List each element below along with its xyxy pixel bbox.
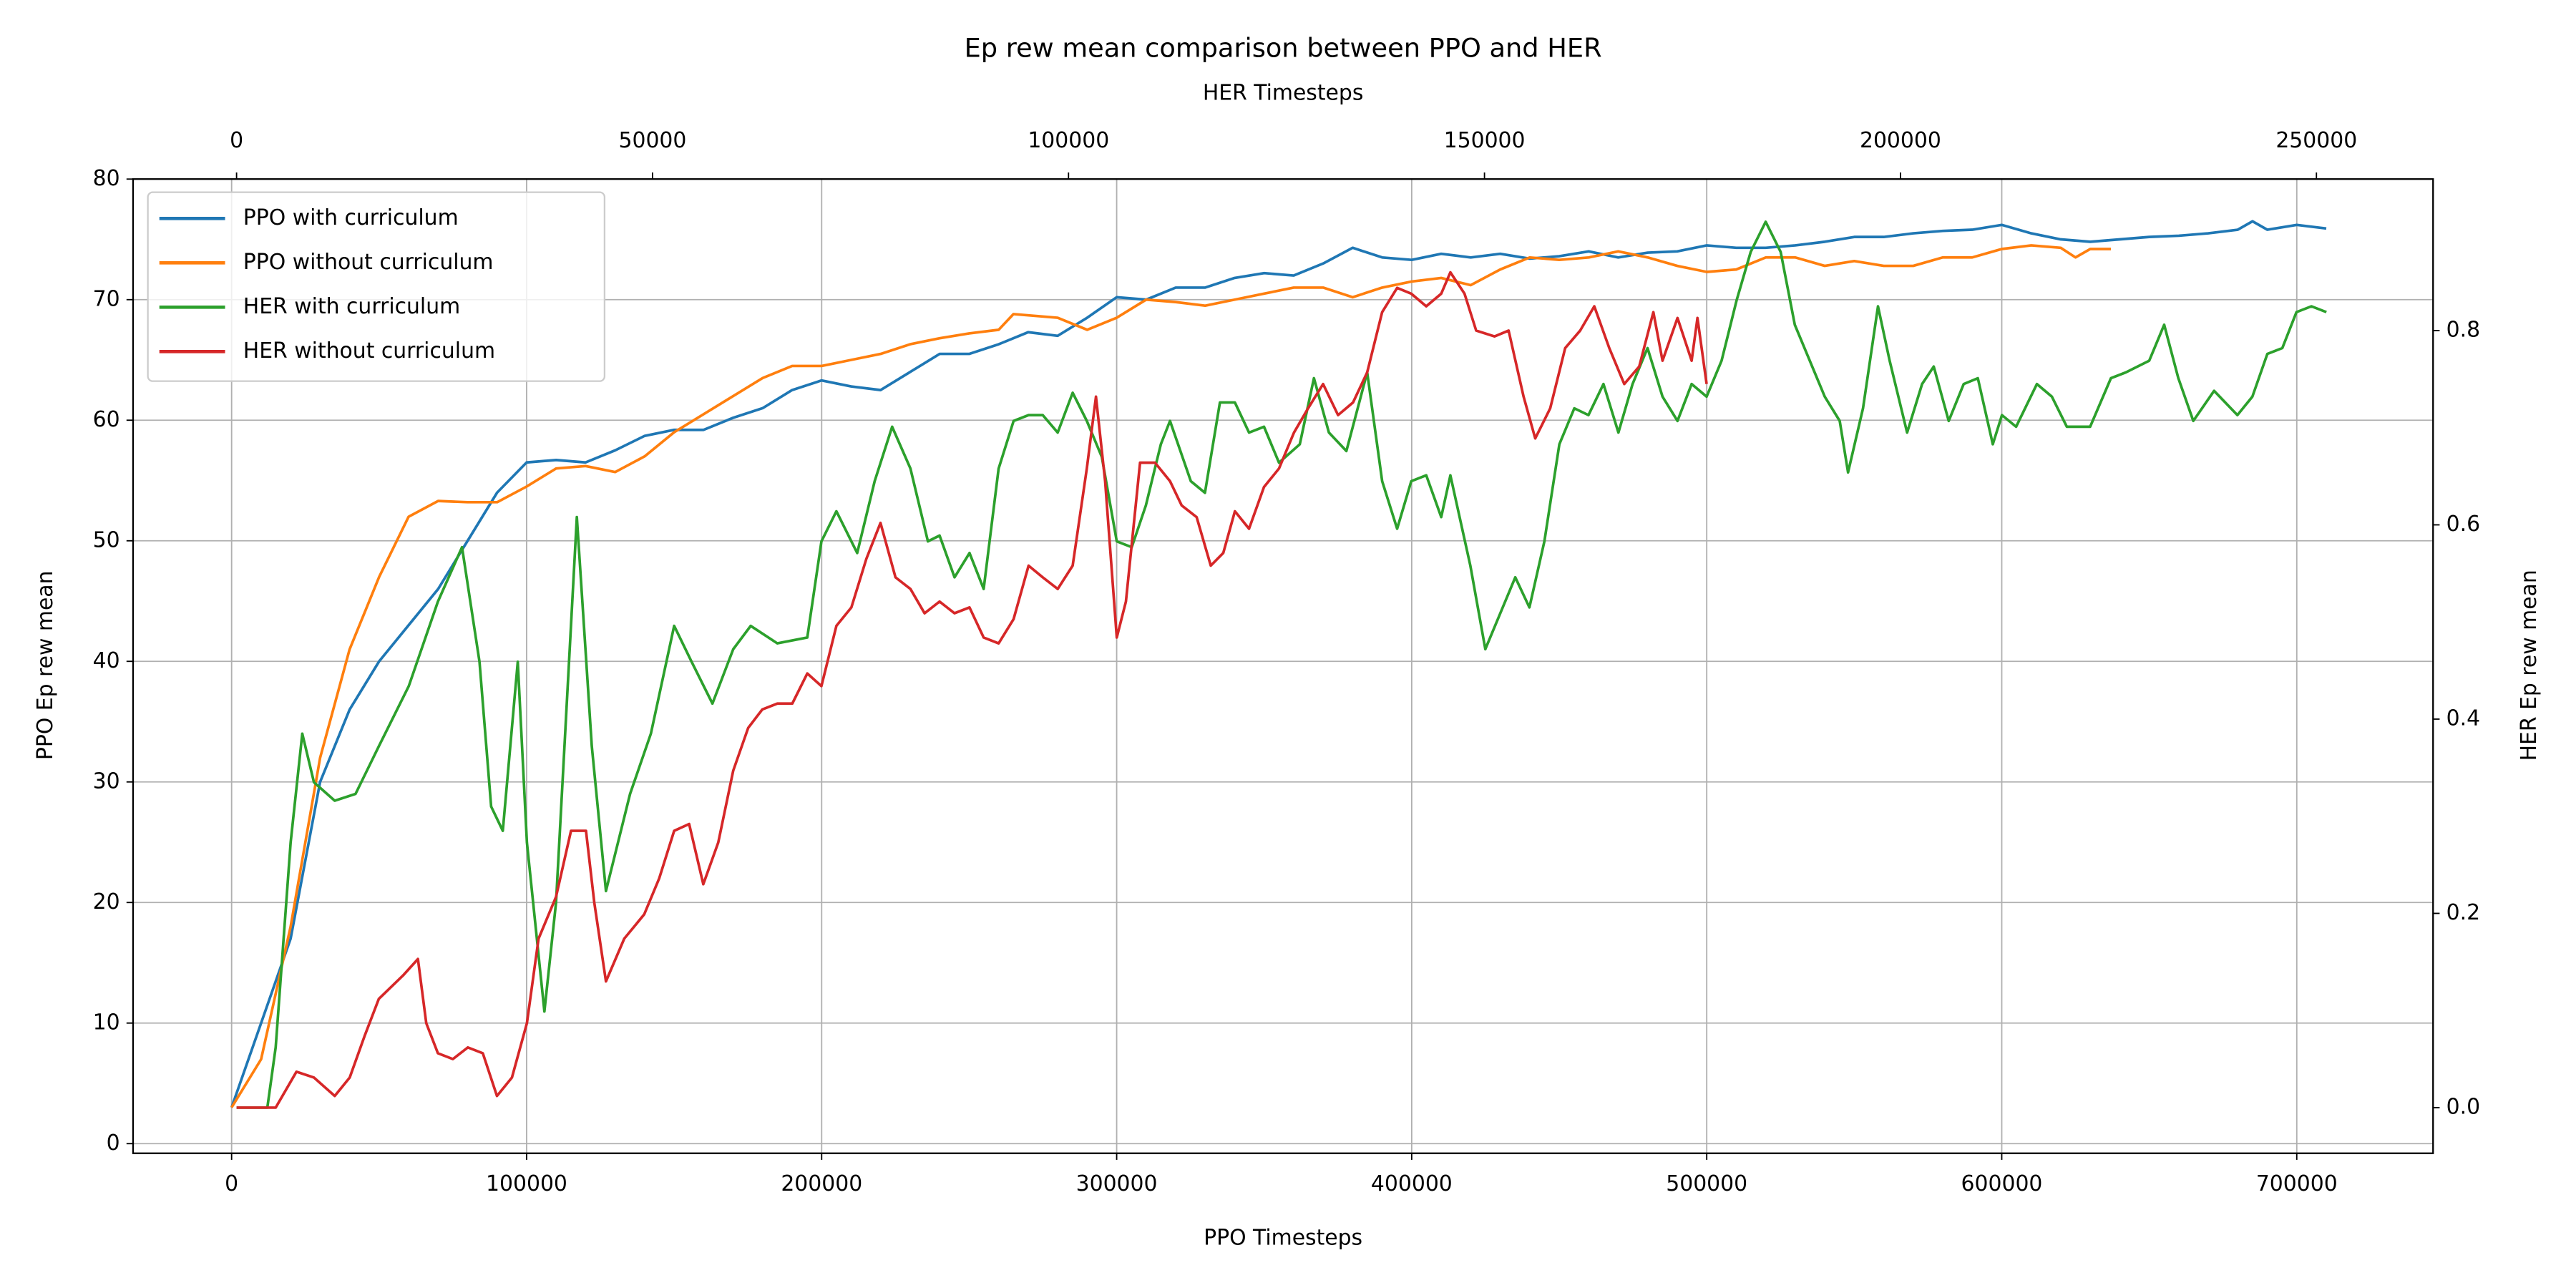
legend-label: PPO without curriculum <box>243 250 494 275</box>
x-tick-label: 300000 <box>1076 1171 1158 1196</box>
y-tick-label: 10 <box>93 1010 120 1035</box>
y2-axis-label: HER Ep rew mean <box>2517 570 2542 761</box>
x2-tick-label: 200000 <box>1860 128 1941 153</box>
x2-axis-label: HER Timesteps <box>1203 80 1364 105</box>
legend-label: HER with curriculum <box>243 294 460 319</box>
x-tick-label: 400000 <box>1371 1171 1453 1196</box>
y2-tick-label: 0.6 <box>2446 512 2480 537</box>
series-line <box>236 270 1708 1109</box>
x-tick-label: 600000 <box>1961 1171 2043 1196</box>
x-tick-label: 100000 <box>486 1171 567 1196</box>
x2-tick-label: 250000 <box>2275 128 2357 153</box>
y2-tick-label: 0.4 <box>2446 706 2480 731</box>
series-line <box>230 220 2327 1108</box>
x2-tick-label: 0 <box>230 128 243 153</box>
x2-tick-label: 100000 <box>1028 128 1109 153</box>
y-tick-label: 0 <box>107 1131 120 1156</box>
y2-tick-label: 0.8 <box>2446 318 2480 343</box>
y-axis-label: PPO Ep rew mean <box>33 571 58 761</box>
chart-title: Ep rew mean comparison between PPO and H… <box>965 32 1602 63</box>
plot-frame <box>132 178 2434 1154</box>
x2-tick-label: 50000 <box>618 128 686 153</box>
series-line <box>236 220 2327 1109</box>
series-line <box>230 244 2112 1108</box>
y-tick-label: 70 <box>93 286 120 311</box>
x-tick-label: 500000 <box>1666 1171 1747 1196</box>
y2-tick-label: 0.2 <box>2446 900 2480 925</box>
x2-tick-label: 150000 <box>1444 128 1526 153</box>
x-tick-label: 700000 <box>2256 1171 2338 1196</box>
x-axis-label: PPO Timesteps <box>1204 1226 1362 1251</box>
y-tick-label: 40 <box>93 648 120 673</box>
y-tick-label: 30 <box>93 769 120 794</box>
y-tick-label: 50 <box>93 527 120 552</box>
x-tick-label: 200000 <box>781 1171 862 1196</box>
legend-label: PPO with curriculum <box>243 205 459 230</box>
y2-tick-label: 0.0 <box>2446 1094 2480 1119</box>
y-tick-label: 20 <box>93 889 120 914</box>
legend-box <box>147 191 606 382</box>
legend-label: HER without curriculum <box>243 338 495 364</box>
y-tick-label: 80 <box>93 166 120 191</box>
y-tick-label: 60 <box>93 407 120 432</box>
x-tick-label: 0 <box>225 1171 238 1196</box>
